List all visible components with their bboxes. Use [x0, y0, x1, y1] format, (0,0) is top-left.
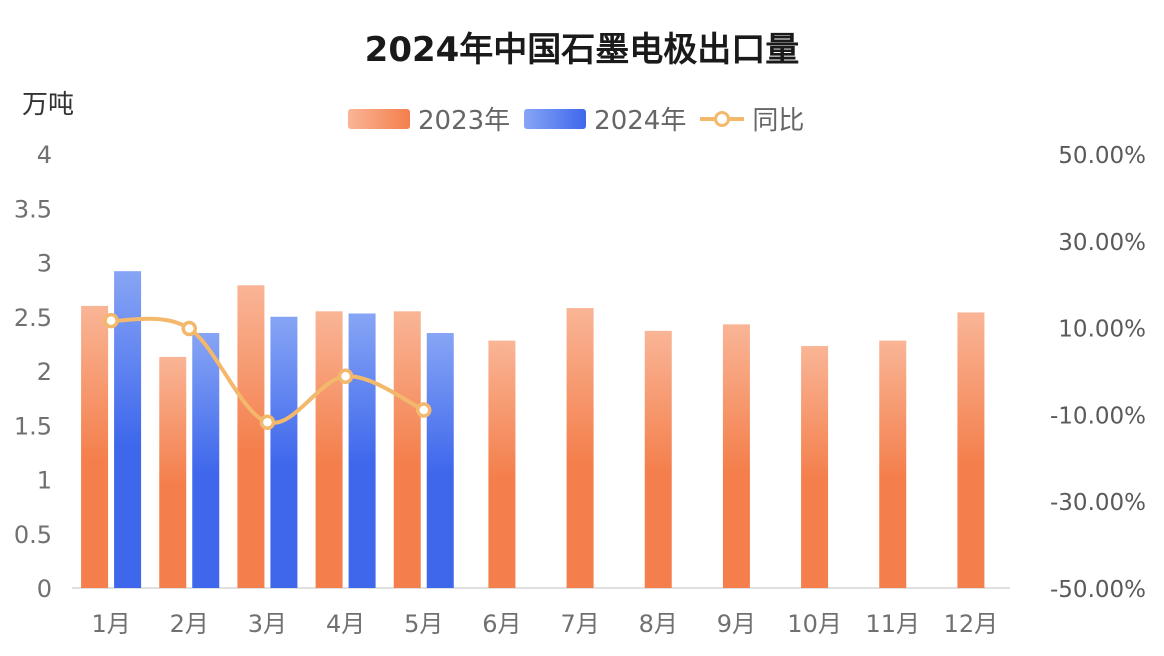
- x-tick-label: 12月: [944, 610, 999, 638]
- bar-2024[interactable]: [426, 333, 454, 588]
- bar-2023[interactable]: [315, 311, 343, 588]
- x-tick-label: 9月: [717, 610, 756, 638]
- y-tick-label: 2.5: [14, 304, 52, 332]
- yoy-point[interactable]: [337, 368, 354, 384]
- y-tick-label: 0: [37, 575, 52, 603]
- bar-2023[interactable]: [566, 308, 594, 588]
- y-tick-label: 1.5: [14, 412, 52, 440]
- bar-2024[interactable]: [348, 313, 376, 588]
- legend-item-yoy[interactable]: 同比: [700, 100, 804, 137]
- bar-2024[interactable]: [114, 271, 142, 588]
- y2-tick-label: 10.00%: [1058, 317, 1146, 343]
- bar-2023[interactable]: [722, 324, 750, 588]
- y2-tick-label: 30.00%: [1058, 230, 1146, 256]
- x-tick-label: 10月: [787, 610, 842, 638]
- y-axis-unit-label: 万吨: [22, 90, 75, 120]
- y2-tick-label: 50.00%: [1058, 143, 1146, 169]
- bar-2023[interactable]: [488, 340, 516, 588]
- bar-2023[interactable]: [879, 340, 907, 588]
- x-tick-label: 5月: [404, 610, 443, 638]
- x-tick-label: 8月: [639, 610, 678, 638]
- legend-swatch-yoy: [700, 109, 745, 129]
- legend-swatch-2023: [348, 108, 410, 129]
- legend-label-yoy: 同比: [752, 106, 805, 136]
- legend-item-2024[interactable]: 2024年: [524, 100, 686, 137]
- y-tick-label: 4: [37, 141, 52, 169]
- yoy-point[interactable]: [103, 312, 119, 329]
- legend: 2023年 2024年 同比: [348, 100, 808, 137]
- yoy-line: [109, 316, 426, 425]
- x-tick-label: 3月: [248, 610, 287, 638]
- y-tick-label: 1: [37, 467, 52, 495]
- y2-tick-label: -10.00%: [1050, 403, 1146, 429]
- y2-tick-label: -50.00%: [1050, 577, 1146, 603]
- yoy-point[interactable]: [181, 320, 197, 337]
- x-tick-label: 7月: [560, 610, 599, 638]
- bar-2023[interactable]: [644, 330, 672, 588]
- x-tick-label: 4月: [326, 610, 365, 638]
- y-tick-label: 0.5: [14, 521, 52, 549]
- bar-2023[interactable]: [237, 285, 265, 588]
- bar-2024[interactable]: [192, 333, 220, 588]
- x-tick-label: 1月: [91, 610, 130, 638]
- x-tick-label: 2月: [170, 610, 209, 638]
- bar-2023[interactable]: [393, 311, 421, 588]
- yoy-point[interactable]: [416, 402, 432, 418]
- legend-label-2023: 2023年: [418, 106, 511, 136]
- bar-2023[interactable]: [957, 312, 985, 588]
- bar-2023[interactable]: [159, 356, 187, 588]
- y2-tick-label: -30.00%: [1050, 490, 1146, 516]
- y-tick-label: 3: [37, 250, 52, 278]
- bar-2023[interactable]: [801, 346, 829, 588]
- chart-title: 2024年中国石墨电极出口量: [364, 30, 800, 70]
- x-tick-label: 11月: [865, 610, 920, 638]
- bar-2023[interactable]: [81, 305, 109, 588]
- legend-label-2024: 2024年: [594, 106, 687, 136]
- legend-item-2023[interactable]: 2023年: [348, 100, 510, 137]
- y-tick-label: 2: [37, 358, 52, 386]
- bar-2024[interactable]: [270, 316, 298, 588]
- x-tick-label: 6月: [482, 610, 521, 638]
- legend-swatch-2024: [524, 108, 587, 129]
- y-tick-label: 3.5: [14, 195, 52, 223]
- yoy-point[interactable]: [259, 414, 276, 430]
